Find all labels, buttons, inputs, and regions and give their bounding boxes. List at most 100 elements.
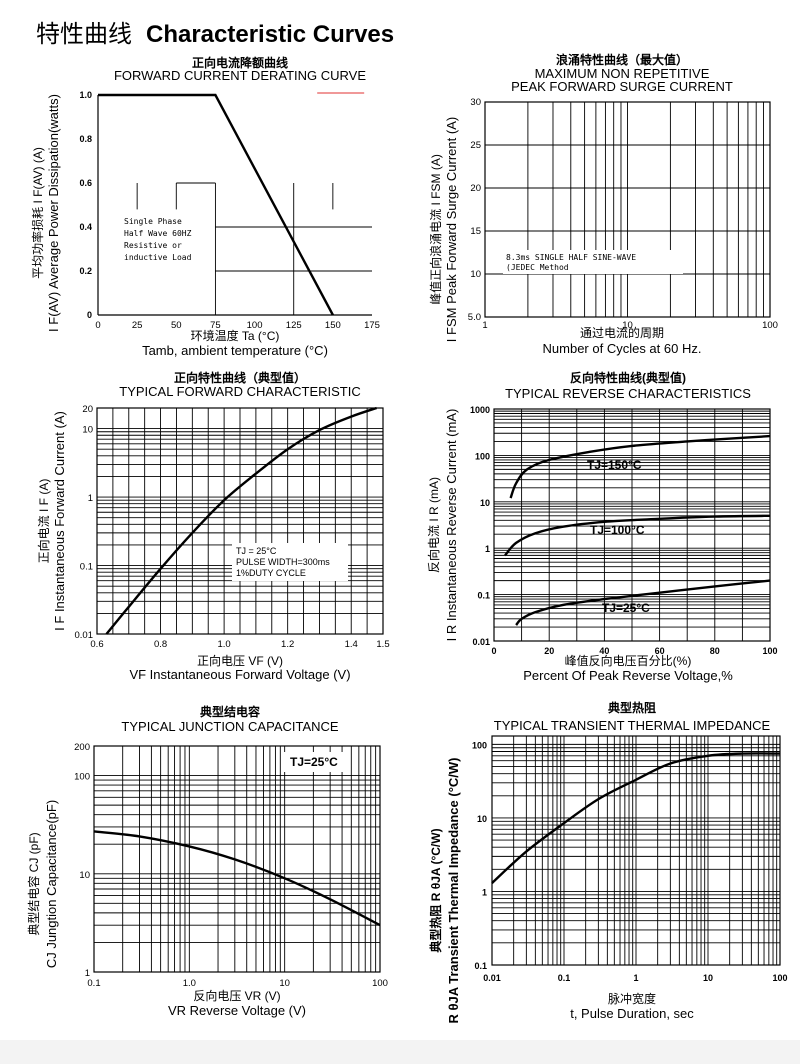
x-tick-label: 0.6 [90, 639, 103, 650]
x-tick-label: 1 [633, 973, 638, 983]
x-axis-label-cn: 正向电压 VF (V) [197, 653, 283, 668]
chart-title: MAXIMUM NON REPETITIVE [535, 66, 710, 81]
footer-bar [0, 1040, 800, 1064]
x-tick-label: 1.0 [183, 978, 196, 989]
page-title-en: Characteristic Curves [146, 21, 395, 48]
y-tick-label: 1 [485, 544, 490, 554]
y-axis-label-cn: 正向电流 I F (A) [36, 479, 51, 564]
y-axis-label-cn: 平均功率损耗 I F(AV) (A) [30, 147, 45, 279]
y-tick-label: 0.01 [75, 630, 94, 641]
curve-label: TJ=150°C [587, 458, 642, 472]
x-tick-label: 100 [762, 320, 778, 331]
annotation-line: inductive Load [124, 253, 192, 262]
chart-title-cn: 正向特性曲线（典型值） [174, 370, 306, 385]
y-tick-label: 20 [82, 404, 93, 415]
chart-title-cn: 典型结电容 [200, 704, 260, 719]
x-axis-label: Tamb, ambient temperature (°C) [142, 343, 328, 358]
y-tick-label: 5.0 [468, 312, 481, 323]
x-tick-label: 125 [286, 320, 302, 331]
x-tick-label: 0.1 [87, 978, 100, 989]
derating-curve [98, 93, 334, 316]
x-tick-label: 1.4 [345, 639, 358, 650]
x-axis-label-cn: 反向电压 VR (V) [193, 988, 280, 1003]
annotation-line: Half Wave 60HZ [124, 229, 192, 238]
y-tick-label: 0.2 [79, 266, 92, 276]
y-tick-label: 100 [475, 451, 490, 461]
plot-frame [491, 735, 781, 966]
x-tick-label: 0.1 [558, 973, 571, 983]
thermal-curve [491, 752, 781, 884]
y-tick-label: 0.8 [79, 134, 92, 144]
x-tick-label: 0.8 [154, 639, 167, 650]
x-axis-label: Number of Cycles at 60 Hz. [543, 341, 702, 356]
curve-label: TJ=25°C [602, 601, 650, 615]
y-tick-label: 30 [470, 97, 481, 108]
y-axis-label: I FSM Peak Forward Surge Current (A) [444, 117, 459, 342]
x-axis-label-cn: 环境温度 Ta (°C) [191, 328, 280, 343]
x-axis-label: t, Pulse Duration, sec [570, 1006, 694, 1021]
y-tick-label: 1000 [470, 405, 490, 415]
annotation-line: 1%DUTY CYCLE [236, 568, 306, 578]
chart-title: FORWARD CURRENT DERATING CURVE [114, 68, 366, 83]
x-tick-label: 0 [491, 646, 496, 656]
y-axis-label: I R Instantaneous Reverse Current (mA) [444, 409, 459, 642]
y-axis-label-cn: 典型热阻 R θJA (°C/W) [428, 828, 443, 952]
x-tick-label: 60 [655, 646, 665, 656]
y-axis-label: I F Instantaneous Forward Current (A) [52, 411, 67, 631]
plot-frame [93, 745, 381, 973]
y-tick-label: 10 [477, 814, 487, 824]
x-tick-label: 100 [762, 646, 777, 656]
forward-chart: 正向特性曲线（典型值）TYPICAL FORWARD CHARACTERISTI… [36, 370, 390, 682]
y-tick-label: 100 [74, 772, 90, 783]
x-tick-label: 1.5 [376, 639, 389, 650]
x-axis-label: VR Reverse Voltage (V) [168, 1003, 306, 1018]
annotation-box [283, 752, 343, 772]
x-tick-label: 1 [482, 320, 487, 331]
x-tick-label: 50 [171, 320, 182, 331]
annotation-line: TJ=25°C [290, 755, 338, 769]
x-tick-label: 100 [372, 978, 388, 989]
x-axis-label-cn: 脉冲宽度 [608, 991, 656, 1006]
chart-title-cn: 浪涌特性曲线（最大值） [556, 52, 688, 67]
annotation-line: 8.3ms SINGLE HALF SINE-WAVE [506, 253, 636, 262]
x-tick-label: 80 [710, 646, 720, 656]
x-tick-label: 150 [325, 320, 341, 331]
page-title: 特性曲线 Characteristic Curves [36, 14, 394, 49]
y-tick-label: 100 [472, 740, 487, 750]
y-tick-label: 1 [482, 887, 487, 897]
y-tick-label: 1 [85, 968, 90, 979]
reverse-curve [504, 514, 771, 557]
y-tick-label: 25 [470, 140, 481, 151]
x-axis-label-cn: 峰值反向电压百分比(%) [565, 653, 692, 668]
reverse-chart: 反向特性曲线(典型值)TYPICAL REVERSE CHARACTERISTI… [426, 370, 778, 683]
x-tick-label: 20 [544, 646, 554, 656]
x-tick-label: 40 [599, 646, 609, 656]
x-tick-label: 100 [772, 973, 787, 983]
x-tick-label: 1.0 [218, 639, 231, 650]
x-tick-label: 10 [622, 320, 633, 331]
chart-title-cn: 反向特性曲线(典型值) [570, 370, 686, 385]
x-tick-label: 10 [279, 978, 290, 989]
x-axis-label-cn: 通过电流的周期 [580, 325, 664, 340]
y-tick-label: 0.1 [477, 591, 490, 601]
chart-title-cn: 典型热阻 [608, 700, 656, 715]
y-tick-label: 0.01 [472, 637, 490, 647]
y-tick-label: 10 [470, 269, 481, 280]
capacitance-curve [93, 830, 381, 927]
reverse-curve [515, 579, 771, 626]
annotation-line: Resistive or [124, 241, 182, 250]
plot-frame [96, 407, 384, 635]
x-tick-label: 25 [132, 320, 143, 331]
annotation-box [232, 543, 348, 581]
x-tick-label: 100 [247, 320, 263, 331]
x-tick-label: 0 [95, 320, 100, 331]
chart-title: TYPICAL TRANSIENT THERMAL IMPEDANCE [494, 718, 771, 733]
y-tick-label: 15 [470, 226, 481, 237]
x-tick-label: 75 [210, 320, 221, 331]
y-tick-label: 0.1 [474, 961, 487, 971]
chart-title-line2: PEAK FORWARD SURGE CURRENT [511, 79, 733, 94]
y-tick-label: 200 [74, 742, 90, 753]
